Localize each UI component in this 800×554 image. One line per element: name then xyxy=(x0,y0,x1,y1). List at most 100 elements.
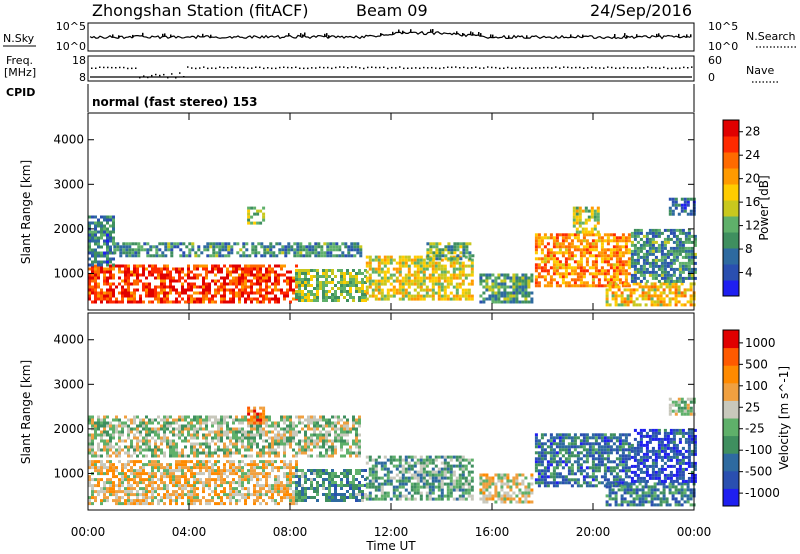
nave-point xyxy=(375,66,377,69)
power-cell xyxy=(534,251,538,255)
power-cell xyxy=(582,236,586,240)
velocity-cell xyxy=(265,490,268,494)
power-cell xyxy=(91,239,94,243)
velocity-cell xyxy=(352,418,355,422)
velocity-cell xyxy=(331,469,334,472)
velocity-cell xyxy=(401,482,405,486)
power-cell xyxy=(160,300,163,304)
velocity-cell xyxy=(187,496,190,500)
power-cell xyxy=(521,276,525,280)
velocity-cell xyxy=(262,493,265,497)
power-cell xyxy=(298,293,301,296)
velocity-cell xyxy=(271,439,274,443)
velocity-cell xyxy=(181,460,184,464)
power-cell xyxy=(106,245,109,249)
power-cell xyxy=(564,284,568,288)
power-cell xyxy=(570,278,574,282)
velocity-cell xyxy=(184,436,187,440)
velocity-cell xyxy=(232,487,235,491)
velocity-cell xyxy=(325,439,328,443)
velocity-cell xyxy=(196,499,199,503)
velocity-cell xyxy=(106,466,109,470)
velocity-cell xyxy=(377,476,381,480)
power-cell xyxy=(593,227,597,231)
velocity-cell xyxy=(115,466,118,470)
power-cell xyxy=(368,282,372,286)
power-cell xyxy=(241,276,244,280)
velocity-cell xyxy=(226,427,229,431)
power-cell xyxy=(435,251,439,255)
velocity-cell xyxy=(358,469,361,472)
velocity-cell xyxy=(274,484,277,488)
power-cell xyxy=(296,245,300,249)
power-cell xyxy=(684,237,688,241)
power-cell xyxy=(681,267,685,271)
power-cell xyxy=(151,270,154,274)
power-cell xyxy=(244,270,247,274)
velocity-cell xyxy=(142,496,145,500)
velocity-cell xyxy=(142,439,145,443)
power-cell xyxy=(332,245,336,249)
power-cell xyxy=(103,242,106,246)
velocity-cell xyxy=(124,424,127,428)
power-cell xyxy=(546,260,550,264)
power-cell xyxy=(355,275,358,278)
velocity-cell xyxy=(145,496,148,500)
power-cell xyxy=(512,273,516,277)
power-cell xyxy=(434,261,438,265)
velocity-cell xyxy=(187,433,190,437)
velocity-cell xyxy=(100,421,103,425)
power-cell xyxy=(650,303,654,307)
power-cell xyxy=(142,270,145,274)
power-cell xyxy=(464,273,468,277)
velocity-cell xyxy=(91,436,94,440)
power-cell xyxy=(470,279,474,283)
velocity-cell xyxy=(340,427,343,431)
velocity-cell xyxy=(109,466,112,470)
velocity-cell xyxy=(241,475,244,479)
power-cell xyxy=(662,282,666,286)
velocity-cell xyxy=(271,436,274,440)
velocity-cell xyxy=(340,493,343,496)
power-cell xyxy=(383,282,387,286)
velocity-cell xyxy=(277,454,280,458)
velocity-cell xyxy=(208,448,211,452)
power-cell xyxy=(657,264,661,268)
velocity-cell xyxy=(130,478,133,482)
power-cell xyxy=(464,291,468,295)
velocity-cell xyxy=(154,439,157,443)
power-cell xyxy=(671,282,675,286)
nave-point xyxy=(315,67,317,69)
power-cell xyxy=(145,282,148,286)
velocity-cell xyxy=(190,487,193,491)
power-cell xyxy=(680,203,684,207)
power-cell xyxy=(254,251,258,255)
velocity-cell xyxy=(235,433,238,437)
power-cell xyxy=(299,242,303,246)
velocity-cell xyxy=(389,455,393,459)
power-cell xyxy=(229,297,232,301)
power-cell xyxy=(482,297,486,301)
power-cell xyxy=(615,251,619,255)
power-cell xyxy=(549,251,553,255)
power-cell xyxy=(271,282,274,286)
power-cell xyxy=(500,291,504,295)
power-cell xyxy=(127,267,130,271)
nsearch-label: N.Search xyxy=(746,30,796,43)
power-cell xyxy=(657,228,661,232)
power-cell xyxy=(570,284,574,288)
power-cell xyxy=(690,267,694,271)
velocity-cell xyxy=(100,472,103,476)
velocity-cell xyxy=(97,466,100,470)
velocity-cell xyxy=(97,454,100,458)
power-cell xyxy=(182,254,186,258)
power-cell xyxy=(585,263,589,267)
nsky-point xyxy=(210,34,212,38)
velocity-cell xyxy=(232,493,235,497)
power-cell xyxy=(263,251,267,255)
velocity-cell xyxy=(115,493,118,497)
velocity-cell xyxy=(404,482,408,486)
velocity-cell xyxy=(286,436,289,440)
velocity-cell xyxy=(241,454,244,458)
power-cell xyxy=(653,303,657,307)
